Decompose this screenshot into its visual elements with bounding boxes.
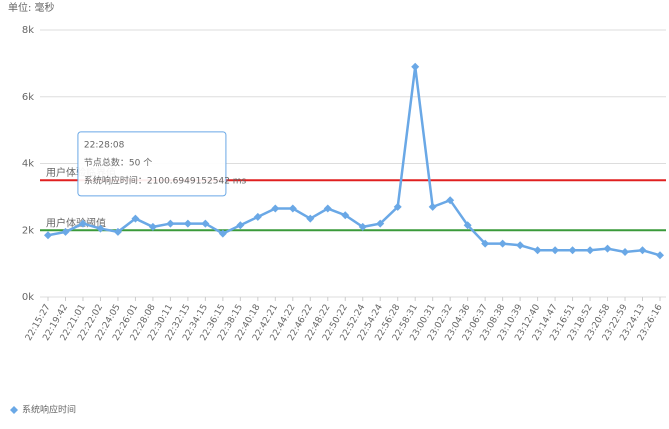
point: [446, 196, 455, 205]
point: [411, 62, 420, 71]
point: [656, 251, 664, 260]
legend-label: 系统响应时间: [22, 404, 76, 416]
point: [586, 246, 595, 255]
point: [428, 202, 437, 211]
point: [393, 202, 402, 211]
point: [638, 246, 647, 255]
tooltip-line: 22:28:08: [84, 140, 125, 150]
point: [481, 239, 490, 248]
tooltip-box: [77, 131, 227, 197]
point: [271, 204, 280, 213]
y-tick-label: 2k: [22, 225, 34, 236]
point: [201, 219, 210, 228]
point: [551, 246, 560, 255]
point: [166, 219, 175, 228]
point: [148, 222, 157, 231]
point: [78, 219, 87, 228]
y-tick-label: 4k: [22, 159, 34, 170]
point: [306, 214, 315, 223]
point: [288, 204, 297, 213]
point: [568, 246, 577, 255]
y-tick-label: 8k: [22, 25, 34, 36]
point: [516, 241, 525, 250]
point: [533, 246, 542, 255]
point: [183, 219, 192, 228]
legend-marker: [10, 406, 18, 414]
y-tick-label: 0k: [22, 292, 34, 303]
point: [253, 212, 262, 221]
point: [341, 211, 350, 220]
point: [236, 221, 245, 230]
tooltip-line: 节点总数：50 个: [84, 156, 152, 168]
point: [463, 221, 472, 230]
point: [603, 244, 612, 253]
point: [61, 227, 70, 236]
point: [621, 247, 630, 256]
tooltip-line: 系统响应时间：2100.6949152542 ms: [84, 174, 247, 186]
point: [96, 224, 105, 233]
point: [131, 214, 140, 223]
point: [218, 229, 227, 238]
point: [44, 231, 52, 240]
unit-label: 单位: 毫秒: [8, 1, 55, 14]
point: [323, 204, 332, 213]
y-tick-label: 6k: [22, 92, 34, 103]
point: [358, 222, 367, 231]
point: [376, 219, 385, 228]
point: [498, 239, 507, 248]
point: [113, 227, 122, 236]
